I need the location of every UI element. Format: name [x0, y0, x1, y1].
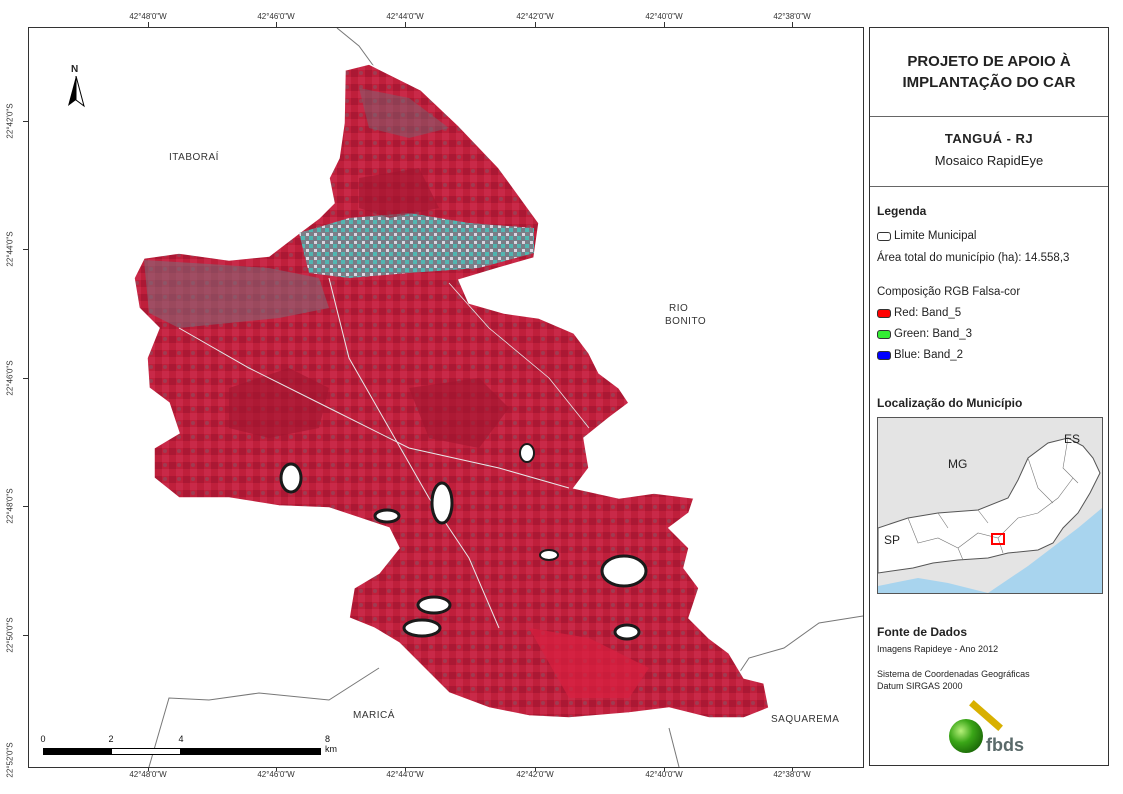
source-line-2: Sistema de Coordenadas Geográficas — [877, 669, 1030, 679]
coord-left-6: 22°52'0"S — [5, 742, 15, 778]
legend-heading: Legenda — [877, 204, 927, 218]
coord-bottom-3: 42°44'0"W — [386, 770, 424, 779]
satellite-map — [133, 28, 863, 767]
coord-bottom-1: 42°48'0"W — [129, 770, 167, 779]
scale-label-2: 2 — [108, 734, 114, 744]
map-frame[interactable]: ITABORAÍ RIO BONITO MARICÁ SAQUAREMA N 0… — [28, 27, 864, 768]
fbds-logo: fbds — [948, 700, 1038, 760]
place-label-rio-bonito-1: RIO — [669, 303, 689, 314]
band-blue-label: Blue: Band_2 — [894, 349, 964, 361]
place-label-marica: MARICÁ — [353, 710, 395, 721]
legend-band-red: Red: Band_5 — [877, 307, 961, 319]
inset-label-es: ES — [1064, 432, 1080, 446]
legend-band-blue: Blue: Band_2 — [877, 349, 963, 361]
title-box: PROJETO DE APOIO À IMPLANTAÇÃO DO CAR — [870, 28, 1108, 117]
coord-bottom-5: 42°40'0"W — [645, 770, 683, 779]
coord-left-3: 22°46'0"S — [5, 360, 15, 396]
coord-top-5: 42°40'0"W — [645, 12, 683, 21]
place-label-itaborai: ITABORAÍ — [169, 152, 219, 163]
north-arrow-icon: N — [67, 64, 85, 108]
coord-top-3: 42°44'0"W — [386, 12, 424, 21]
area-label: Área total do município (ha): 14.558,3 — [877, 252, 1070, 264]
municipality-highlight — [991, 533, 1005, 545]
north-label: N — [71, 64, 79, 75]
mosaic-label: Mosaico RapidEye — [934, 153, 1044, 168]
place-label-saquarema: SAQUAREMA — [771, 714, 840, 725]
location-inset-map: MG ES SP — [877, 417, 1103, 594]
composition-heading: Composição RGB Falsa-cor — [877, 286, 1021, 298]
logo-text: fbds — [986, 735, 1024, 755]
coord-top-4: 42°42'0"W — [516, 12, 554, 21]
inset-label-mg: MG — [948, 457, 967, 471]
red-swatch — [877, 308, 891, 318]
band-green-label: Green: Band_3 — [894, 328, 973, 340]
project-title: PROJETO DE APOIO À IMPLANTAÇÃO DO CAR — [902, 53, 1076, 91]
coord-bottom-6: 42°38'0"W — [773, 770, 811, 779]
scale-bar: 0 2 4 8 km — [40, 734, 343, 764]
legend-panel: PROJETO DE APOIO À IMPLANTAÇÃO DO CAR TA… — [869, 27, 1109, 766]
coord-left-2: 22°44'0"S — [5, 231, 15, 267]
coord-top-2: 42°46'0"W — [257, 12, 295, 21]
green-swatch — [877, 329, 891, 339]
place-label-rio-bonito-2: BONITO — [665, 316, 707, 327]
coord-left-1: 22°42'0"S — [5, 103, 15, 139]
inset-label-sp: SP — [884, 533, 900, 547]
scale-label-8: 8 km — [325, 734, 337, 754]
location-heading: Localização do Município — [877, 396, 1023, 410]
coord-top-6: 42°38'0"W — [773, 12, 811, 21]
coord-bottom-2: 42°46'0"W — [257, 770, 295, 779]
coord-top-1: 42°48'0"W — [129, 12, 167, 21]
municipality-name: TANGUÁ - RJ — [944, 131, 1034, 146]
cloud-cover — [279, 443, 648, 641]
source-line-3: Datum SIRGAS 2000 — [877, 681, 963, 691]
coord-left-5: 22°50'0"S — [5, 617, 15, 653]
coord-left-4: 22°48'0"S — [5, 488, 15, 524]
sources-heading: Fonte de Dados — [877, 625, 968, 639]
legend-band-green: Green: Band_3 — [877, 328, 972, 340]
subtitle-box: TANGUÁ - RJ Mosaico RapidEye — [870, 116, 1108, 187]
boundary-label: Limite Municipal — [894, 230, 977, 242]
blue-swatch — [877, 350, 891, 360]
coord-bottom-4: 42°42'0"W — [516, 770, 554, 779]
boundary-swatch — [877, 231, 891, 241]
band-red-label: Red: Band_5 — [894, 307, 962, 319]
urban-area — [299, 213, 534, 278]
legend-boundary: Limite Municipal — [877, 230, 976, 242]
scale-label-0: 0 — [40, 734, 46, 744]
scale-label-4: 4 — [178, 734, 184, 744]
source-line-1: Imagens Rapideye - Ano 2012 — [877, 644, 999, 654]
